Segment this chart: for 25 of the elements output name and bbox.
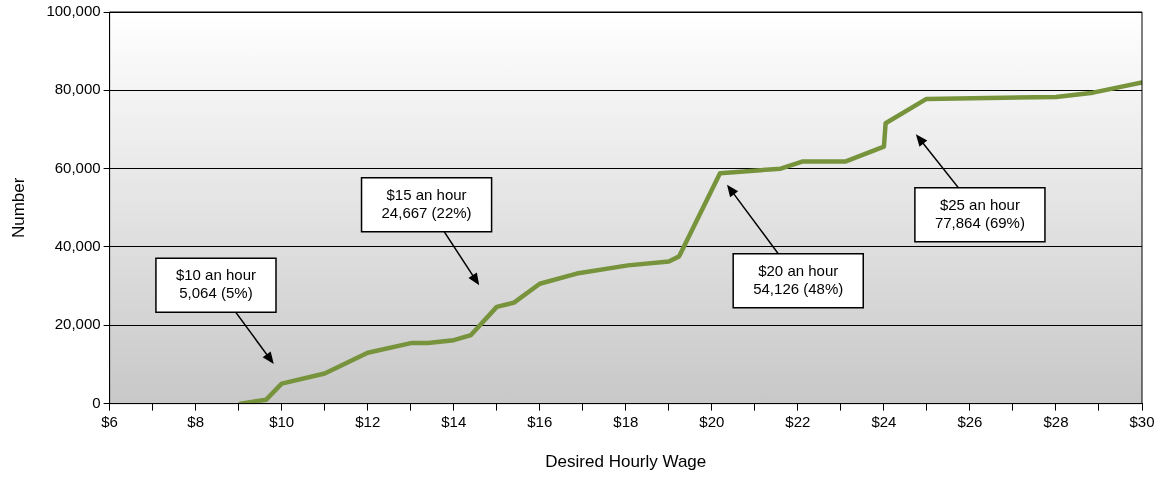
annotation: $15 an hour 24,667 (22%)	[381, 185, 472, 221]
x-tick-label: $6	[101, 412, 118, 430]
y-tick-label: 100,000	[46, 2, 101, 20]
x-tick-label: $14	[441, 412, 467, 430]
y-tick-label: 0	[92, 393, 101, 411]
x-tick-label: $24	[871, 412, 897, 430]
y-tick-label: 60,000	[54, 158, 101, 176]
x-tick-label: $26	[957, 412, 983, 430]
y-tick-label: 20,000	[54, 315, 101, 333]
x-tick-label: $28	[1043, 412, 1069, 430]
x-tick-label: $18	[613, 412, 639, 430]
x-tick-label: $22	[785, 412, 811, 430]
y-tick-label: 40,000	[54, 237, 101, 255]
x-tick-label: $12	[355, 412, 381, 430]
annotation: $10 an hour 5,064 (5%)	[175, 266, 256, 302]
annotation: $25 an hour 77,864 (69%)	[934, 195, 1025, 231]
annotation: $20 an hour 54,126 (48%)	[753, 261, 844, 297]
x-tick-label: $30	[1129, 412, 1155, 430]
x-axis-title: Desired Hourly Wage	[545, 452, 707, 472]
x-tick-label: $16	[527, 412, 553, 430]
x-tick-label: $10	[269, 412, 295, 430]
x-tick-label: $20	[699, 412, 725, 430]
y-tick-label: 80,000	[54, 80, 101, 98]
y-axis-title: Number	[8, 177, 28, 239]
x-tick-label: $8	[187, 412, 204, 430]
